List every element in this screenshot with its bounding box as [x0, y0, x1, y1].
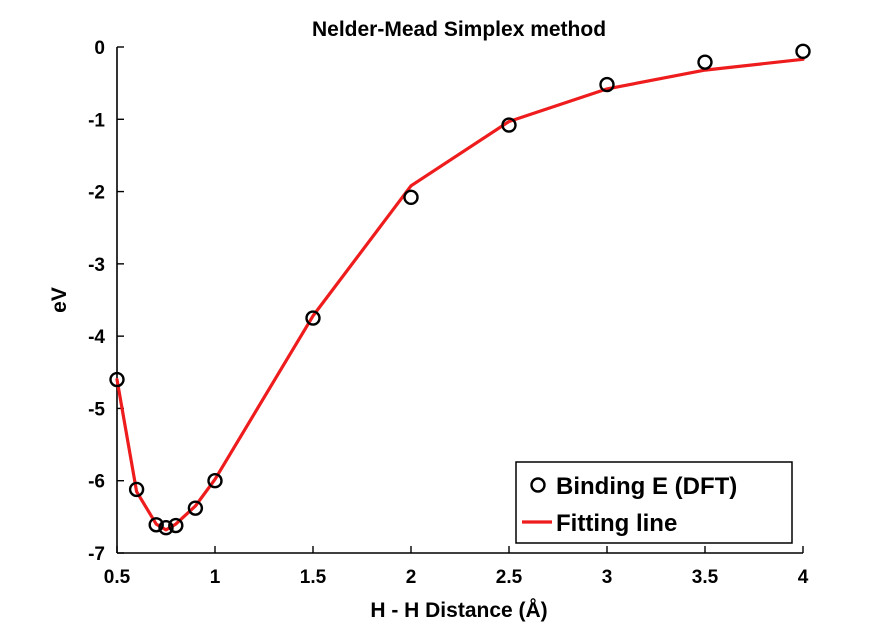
x-axis-label: H - H Distance (Å) [370, 598, 547, 622]
x-tick-label: 4 [798, 567, 809, 588]
dft-data-point [697, 54, 713, 70]
x-tick-label: 1.5 [300, 567, 327, 588]
y-tick-label: -5 [88, 399, 105, 420]
chart-title: Nelder-Mead Simplex method [312, 18, 606, 41]
x-tick-label: 3 [602, 567, 613, 588]
dft-data-point [207, 473, 223, 489]
dft-data-point [403, 189, 419, 206]
x-tick-label: 0.5 [104, 567, 131, 588]
legend-marker-circle-icon [530, 477, 546, 493]
dft-data-point [501, 117, 517, 133]
x-tick-label: 3.5 [692, 567, 719, 588]
dft-data-point [128, 481, 145, 498]
dft-data-point [168, 517, 184, 534]
dft-data-point [109, 371, 125, 388]
legend: Binding E (DFT) Fitting line [515, 461, 793, 544]
y-tick-label: -1 [88, 110, 105, 131]
y-tick-label: -3 [88, 255, 105, 276]
y-tick-label: -7 [88, 544, 105, 565]
x-tick-label: 2.5 [496, 567, 523, 588]
legend-entry-dft: Binding E (DFT) [556, 473, 737, 500]
dft-data-point [599, 76, 615, 93]
dft-data-point [795, 43, 811, 60]
legend-box [515, 461, 793, 544]
y-tick-label: -2 [88, 183, 105, 204]
dft-data-point [305, 310, 321, 326]
fitting-line-series [115, 57, 805, 532]
dft-data-point [148, 517, 164, 533]
x-tick-label: 1 [210, 567, 221, 588]
x-tick-label: 2 [406, 567, 417, 588]
y-tick-label: 0 [94, 38, 105, 59]
y-tick-label: -6 [88, 472, 105, 493]
plot-area: 0.5 1 1.5 2 2.5 3 3.5 4 0 -1 -2 -3 -4 -5 -6 -7 [88, 38, 811, 588]
legend-entry-fit: Fitting line [556, 510, 677, 537]
y-tick-label: -4 [88, 327, 105, 348]
dft-data-point [158, 520, 174, 536]
dft-data-point [187, 500, 204, 516]
y-axis-label: eV [48, 287, 71, 313]
